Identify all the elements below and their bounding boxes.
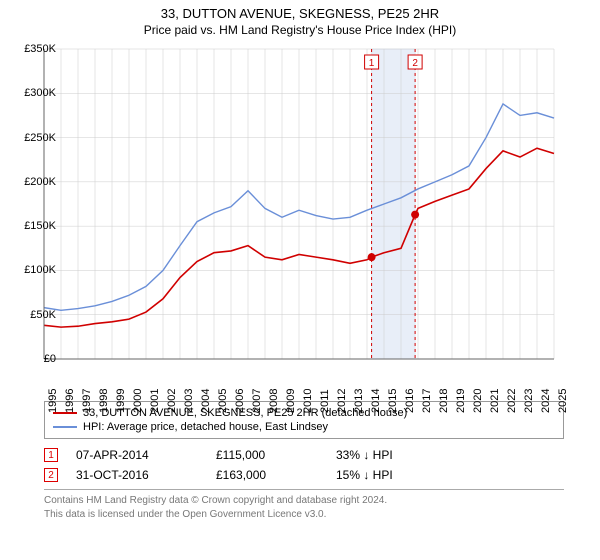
x-axis-label: 2002 — [166, 389, 178, 413]
footer-line: Contains HM Land Registry data © Crown c… — [44, 494, 564, 508]
table-row: 1 07-APR-2014 £115,000 33% ↓ HPI — [44, 445, 564, 465]
table-row: 2 31-OCT-2016 £163,000 15% ↓ HPI — [44, 465, 564, 485]
x-axis-label: 1996 — [64, 389, 76, 413]
svg-text:1: 1 — [369, 58, 375, 69]
x-axis-label: 2000 — [132, 389, 144, 413]
chart-area: 12 £0£50K£100K£150K£200K£250K£300K£350K1… — [30, 43, 590, 393]
y-axis-label: £100K — [6, 264, 56, 276]
y-axis-label: £350K — [6, 43, 56, 55]
y-axis-label: £200K — [6, 176, 56, 188]
x-axis-label: 2005 — [217, 389, 229, 413]
tx-date: 07-APR-2014 — [76, 448, 216, 462]
tx-price: £115,000 — [216, 448, 336, 462]
x-axis-label: 2016 — [404, 389, 416, 413]
footer-line: This data is licensed under the Open Gov… — [44, 508, 564, 522]
x-axis-label: 2020 — [472, 389, 484, 413]
tx-pct: 15% ↓ HPI — [336, 468, 476, 482]
x-axis-label: 1998 — [98, 389, 110, 413]
x-axis-label: 2006 — [234, 389, 246, 413]
x-axis-label: 1995 — [47, 389, 59, 413]
x-axis-label: 2001 — [149, 389, 161, 413]
legend-item: HPI: Average price, detached house, East… — [53, 420, 555, 434]
y-axis-label: £300K — [6, 87, 56, 99]
x-axis-label: 2013 — [353, 389, 365, 413]
tx-pct: 33% ↓ HPI — [336, 448, 476, 462]
y-axis-label: £150K — [6, 220, 56, 232]
x-axis-label: 2003 — [183, 389, 195, 413]
legend-label: HPI: Average price, detached house, East… — [83, 421, 328, 433]
x-axis-label: 2021 — [489, 389, 501, 413]
y-axis-label: £0 — [6, 353, 56, 365]
transaction-table: 1 07-APR-2014 £115,000 33% ↓ HPI 2 31-OC… — [44, 445, 564, 485]
legend-swatch — [53, 426, 77, 428]
chart-title: 33, DUTTON AVENUE, SKEGNESS, PE25 2HR — [0, 0, 600, 21]
y-axis-label: £50K — [6, 309, 56, 321]
x-axis-label: 2008 — [268, 389, 280, 413]
x-axis-label: 2025 — [557, 389, 569, 413]
tx-price: £163,000 — [216, 468, 336, 482]
svg-text:2: 2 — [412, 58, 418, 69]
chart-subtitle: Price paid vs. HM Land Registry's House … — [0, 21, 600, 43]
x-axis-label: 2009 — [285, 389, 297, 413]
x-axis-label: 2011 — [319, 389, 331, 413]
x-axis-label: 1997 — [81, 389, 93, 413]
x-axis-label: 2023 — [523, 389, 535, 413]
tx-date: 31-OCT-2016 — [76, 468, 216, 482]
x-axis-label: 2007 — [251, 389, 263, 413]
x-axis-label: 2019 — [455, 389, 467, 413]
x-axis-label: 2017 — [421, 389, 433, 413]
x-axis-label: 2024 — [540, 389, 552, 413]
x-axis-label: 2018 — [438, 389, 450, 413]
chart-svg: 12 — [30, 43, 560, 373]
tx-marker: 1 — [44, 448, 58, 462]
x-axis-label: 2012 — [336, 389, 348, 413]
x-axis-label: 1999 — [115, 389, 127, 413]
x-axis-label: 2014 — [370, 389, 382, 413]
x-axis-label: 2015 — [387, 389, 399, 413]
x-axis-label: 2022 — [506, 389, 518, 413]
y-axis-label: £250K — [6, 132, 56, 144]
tx-marker: 2 — [44, 468, 58, 482]
footer: Contains HM Land Registry data © Crown c… — [44, 489, 564, 522]
x-axis-label: 2004 — [200, 389, 212, 413]
x-axis-label: 2010 — [302, 389, 314, 413]
